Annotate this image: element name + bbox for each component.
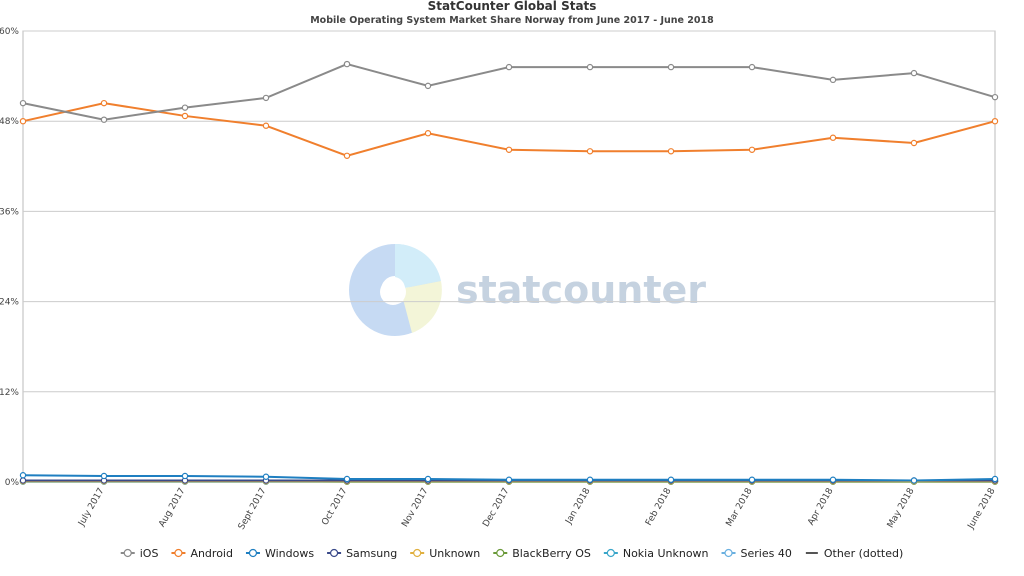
legend-label: Unknown (429, 547, 480, 560)
legend-item: BlackBerry OS (493, 547, 591, 560)
point-marker (343, 152, 351, 159)
legend-symbol (496, 548, 505, 558)
point-marker (910, 477, 918, 484)
legend-symbol (248, 548, 258, 558)
point-marker (748, 63, 756, 71)
point-marker (991, 117, 999, 125)
y-tick-label: 24% (0, 298, 19, 308)
point-marker (100, 99, 108, 107)
point-marker (262, 94, 270, 102)
point-marker (586, 148, 594, 155)
point-marker (181, 112, 189, 120)
legend-item: Android (171, 547, 233, 560)
legend-item: Unknown (410, 547, 480, 560)
point-marker (424, 130, 432, 137)
point-marker (19, 477, 27, 484)
legend-symbol (724, 548, 733, 558)
point-marker (424, 82, 432, 90)
point-marker (262, 122, 270, 129)
point-marker (748, 476, 756, 483)
point-marker (667, 63, 675, 71)
point-marker (100, 116, 108, 123)
chart-title: StatCounter Global Stats (428, 0, 597, 13)
point-marker (991, 475, 999, 483)
legend-label: Other (dotted) (824, 547, 903, 560)
legend-symbol (413, 548, 422, 558)
point-marker (19, 99, 27, 107)
legend-item: Samsung (327, 547, 397, 560)
point-marker (505, 146, 513, 153)
legend: iOS Android Windows Samsung Unknown BlackBerr… (120, 547, 903, 560)
legend-label: iOS (140, 547, 159, 560)
point-marker (19, 472, 27, 479)
point-marker (586, 63, 594, 71)
point-marker (100, 472, 108, 480)
point-marker (991, 93, 999, 101)
point-marker (829, 76, 837, 84)
y-tick-label: 0% (5, 478, 20, 488)
chart-subtitle: Mobile Operating System Market Share Nor… (310, 15, 714, 26)
watermark: statcounter (456, 268, 706, 312)
watermark-logo (349, 243, 442, 336)
point-marker (505, 476, 513, 483)
legend-label: Android (190, 547, 233, 560)
point-marker (262, 473, 270, 480)
point-marker (910, 69, 918, 77)
legend-symbol (606, 548, 615, 558)
legend-item: Windows (245, 547, 314, 560)
point-marker (829, 476, 837, 483)
point-marker (586, 476, 594, 483)
point-marker (910, 139, 918, 147)
point-marker (829, 134, 837, 141)
y-tick-label: 48% (0, 117, 19, 127)
point-marker (667, 476, 675, 483)
y-tick-label: 36% (0, 207, 19, 217)
point-marker (505, 63, 513, 71)
legend-symbol (123, 548, 132, 558)
legend-item: Nokia Unknown (603, 547, 709, 560)
legend-item: Series 40 (721, 547, 792, 560)
y-tick-label: 12% (0, 388, 19, 398)
point-marker (181, 104, 189, 111)
legend-symbol (329, 548, 339, 558)
point-marker (748, 146, 756, 153)
legend-symbol (174, 548, 183, 558)
point-marker (424, 475, 432, 483)
point-marker (343, 60, 351, 68)
y-tick-label: 60% (0, 27, 19, 37)
point-marker (19, 117, 27, 125)
legend-label: Windows (265, 547, 314, 560)
legend-item: Other (dotted) (805, 547, 903, 560)
point-marker (343, 475, 351, 483)
legend-label: Samsung (346, 547, 397, 560)
point-marker (181, 472, 189, 480)
point-marker (667, 148, 675, 155)
legend-label: Nokia Unknown (623, 547, 709, 560)
legend-label: BlackBerry OS (512, 547, 591, 560)
legend-item: iOS (120, 547, 159, 560)
legend-label: Series 40 (741, 547, 792, 560)
